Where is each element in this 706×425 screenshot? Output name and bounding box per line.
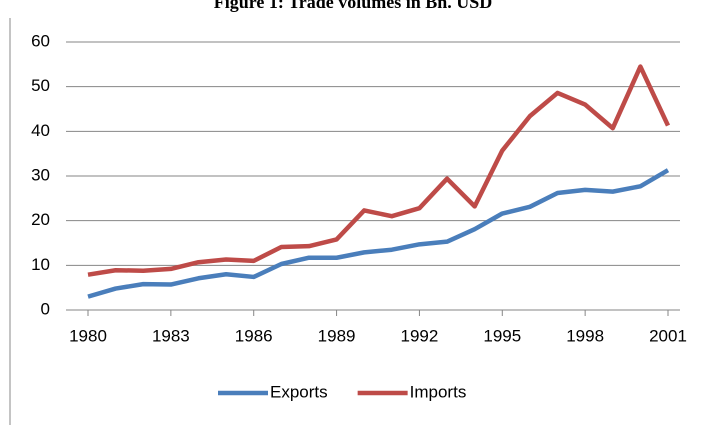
x-tick-label: 1992 (401, 326, 439, 345)
y-tick-label: 0 (41, 299, 50, 318)
x-tick-label: 1998 (566, 326, 604, 345)
series-line (87, 64, 671, 277)
y-tick-label: 20 (31, 210, 50, 229)
series-line (87, 168, 670, 299)
y-tick-label: 10 (31, 255, 50, 274)
legend-label: Exports (270, 382, 328, 401)
x-tick-label: 2001 (649, 326, 687, 345)
x-tick-label: 1995 (483, 326, 521, 345)
y-tick-label: 50 (31, 76, 50, 95)
x-tick-label: 1980 (69, 326, 107, 345)
y-tick-label: 30 (31, 165, 50, 184)
y-tick-label: 40 (31, 121, 50, 140)
x-tick-label: 1983 (152, 326, 190, 345)
legend-label: Imports (410, 382, 467, 401)
y-tick-label: 60 (31, 31, 50, 50)
chart-title: Figure 1: Trade volumes in Bn. USD (214, 0, 493, 12)
x-tick-label: 1986 (235, 326, 273, 345)
x-tick-label: 1989 (318, 326, 356, 345)
